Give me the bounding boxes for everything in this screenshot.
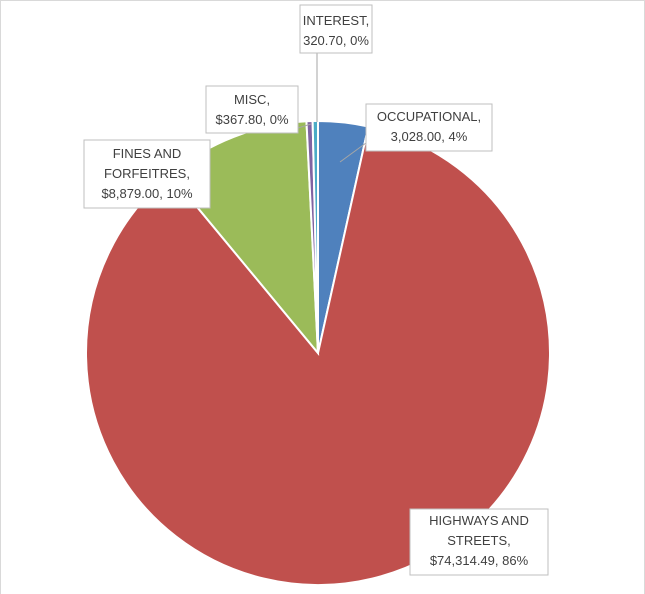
label-box xyxy=(409,508,549,576)
percent-label: 10% xyxy=(167,186,193,201)
separator: , xyxy=(343,33,350,48)
data-label: INTEREST, 320.70, 0% xyxy=(303,13,370,48)
category-label: OCCUPATIONAL, xyxy=(377,109,481,124)
percent-label: 0% xyxy=(270,112,289,127)
category-line: HIGHWAYS AND xyxy=(429,513,529,528)
category-label: MISC, xyxy=(234,92,270,107)
category-line: FORFEITRES, xyxy=(104,166,190,181)
pie-slice xyxy=(311,119,319,354)
percent-label: 4% xyxy=(449,129,468,144)
category-label: HIGHWAYS AND STREETS, xyxy=(429,513,529,548)
label-box xyxy=(299,4,373,54)
value-label: $367.80 xyxy=(215,112,262,127)
value-label: $8,879.00 xyxy=(101,186,159,201)
data-label: MISC, $367.80, 0% xyxy=(215,92,288,127)
value-label: 3,028.00 xyxy=(391,129,442,144)
percent-label: 0% xyxy=(350,33,369,48)
data-label: HIGHWAYS AND STREETS, $74,314.49, 86% xyxy=(429,513,529,568)
category-line: STREETS, xyxy=(447,533,511,548)
value-label: $74,314.49 xyxy=(430,553,495,568)
separator: , xyxy=(441,129,448,144)
category-label: FINES AND FORFEITRES, xyxy=(104,146,190,181)
data-label: OCCUPATIONAL, 3,028.00, 4% xyxy=(377,109,481,144)
leader-line xyxy=(297,123,312,129)
category-line: INTEREST, xyxy=(303,13,369,28)
category-label: INTEREST, xyxy=(303,13,369,28)
label-box xyxy=(83,139,211,209)
category-line: MISC, xyxy=(234,92,270,107)
separator: , xyxy=(262,112,269,127)
label-box xyxy=(205,85,299,134)
pie xyxy=(85,119,551,586)
separator: , xyxy=(495,553,502,568)
pie-slice xyxy=(85,125,551,586)
data-label: FINES AND FORFEITRES, $8,879.00, 10% xyxy=(101,146,193,201)
separator: , xyxy=(159,186,166,201)
label-box xyxy=(365,103,493,152)
value-label: 320.70 xyxy=(303,33,343,48)
leader-line xyxy=(339,142,367,163)
data-labels: OCCUPATIONAL, 3,028.00, 4% HIGHWAYS AND STR… xyxy=(83,4,549,576)
percent-label: 86% xyxy=(502,553,528,568)
category-line: FINES AND xyxy=(113,146,182,161)
category-line: OCCUPATIONAL, xyxy=(377,109,481,124)
